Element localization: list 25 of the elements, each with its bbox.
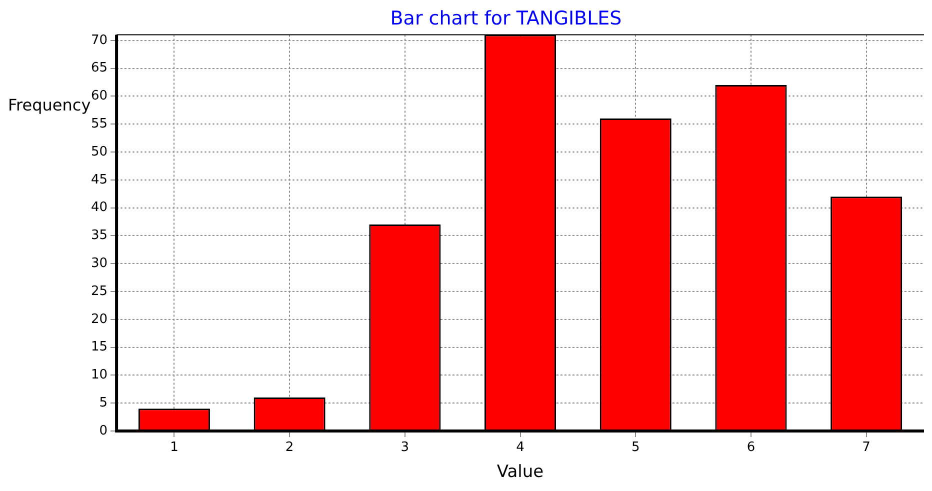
y-tick-label: 50 — [90, 144, 108, 160]
chart-title: Bar chart for TANGIBLES — [390, 7, 622, 30]
x-tick-label: 4 — [516, 440, 524, 456]
y-tick-label: 70 — [90, 32, 108, 48]
y-tick-label: 65 — [90, 60, 108, 76]
x-tick-label: 1 — [170, 440, 178, 456]
x-tick-label: 3 — [400, 440, 410, 456]
y-tick-label: 60 — [90, 88, 108, 104]
x-tick-label: 5 — [631, 440, 640, 456]
y-tick-label: 40 — [90, 200, 108, 216]
y-tick-label: 25 — [90, 284, 108, 299]
y-tick-label: 45 — [90, 172, 108, 188]
x-axis-title: Value — [496, 462, 544, 482]
y-tick-label: 10 — [90, 368, 108, 383]
y-tick-label: 35 — [90, 228, 108, 244]
x-tick-label: 2 — [285, 440, 294, 456]
x-tick-label: 7 — [862, 440, 870, 456]
y-tick-label: 20 — [90, 312, 108, 327]
y-tick-label: 55 — [90, 116, 108, 132]
y-axis-title: Frequency — [8, 95, 91, 114]
y-tick-label: 5 — [99, 395, 108, 410]
y-tick-label: 30 — [90, 256, 108, 271]
y-tick-label: 0 — [99, 423, 108, 438]
x-tick-label: 6 — [746, 440, 756, 456]
y-tick-label: 15 — [90, 340, 108, 355]
